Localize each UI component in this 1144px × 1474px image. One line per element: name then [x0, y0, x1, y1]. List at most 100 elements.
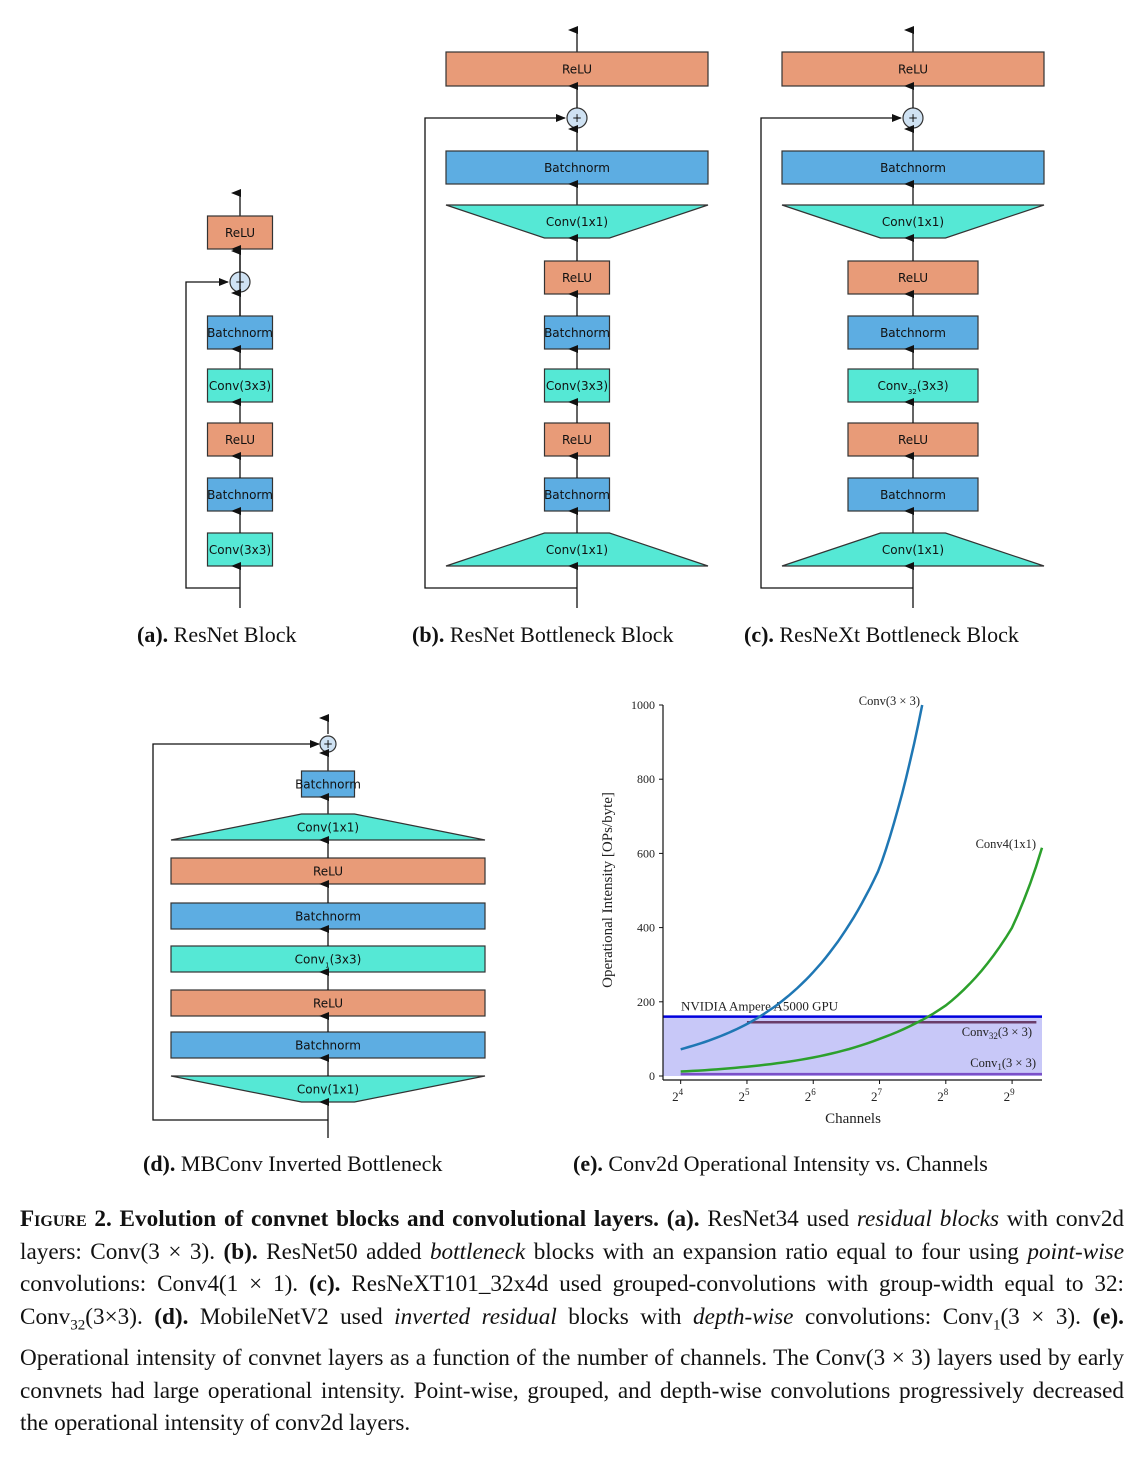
operational-intensity-chart: NVIDIA Ampere A5000 GPU 0 200 400 600 800 1000…: [600, 694, 1044, 1127]
caption-panel-ref: (d).: [154, 1303, 189, 1330]
conv-layer: [781, 532, 1045, 567]
layer-label: ReLU: [898, 63, 928, 77]
subcaption-d: (d). MBConv Inverted Bottleneck: [143, 1151, 442, 1177]
figure-diagrams: ReLU Batchnorm Conv(3x3) ReLU Batchnorm Conv(…: [152, 26, 1045, 1138]
layer-label: Conv1(3x3): [295, 953, 362, 970]
subcaption-e: (e). Conv2d Operational Intensity vs. Ch…: [573, 1151, 988, 1177]
caption-text: (3×3).: [85, 1303, 155, 1330]
layer-label: ReLU: [225, 433, 255, 447]
skip-connection: [185, 278, 240, 589]
layer-label: Batchnorm: [295, 778, 361, 792]
layer-label: Batchnorm: [544, 326, 610, 340]
layer-label: ReLU: [313, 997, 343, 1011]
x-tick-label: 26: [805, 1087, 817, 1104]
layer-label: Conv(1x1): [882, 215, 944, 229]
relu-layer: [543, 260, 611, 295]
plus-symbol: +: [323, 737, 333, 751]
x-axis-label: Channels: [825, 1111, 881, 1127]
y-tick-label: 1000: [631, 698, 655, 712]
conv-layer: [445, 204, 709, 239]
layer-label: Batchnorm: [207, 326, 273, 340]
layer-label: Batchnorm: [207, 488, 273, 502]
relu-layer: [847, 422, 979, 457]
series-conv4-1x1: [680, 847, 1044, 1073]
conv-layer: [170, 1075, 486, 1103]
layer-label: ReLU: [898, 271, 928, 285]
caption-panel-ref: (a).: [658, 1206, 700, 1232]
mbconv-diagram: + Batchnorm Conv(1x1) ReLU Batchnorm Conv1(3x…: [152, 714, 486, 1138]
conv-layer: [445, 532, 709, 567]
layer-label: Batchnorm: [880, 488, 946, 502]
figure-label: Figure 2.: [20, 1206, 112, 1232]
figure-caption: Figure 2. Evolution of convnet blocks an…: [20, 1203, 1124, 1440]
x-tick-label: 27: [871, 1087, 883, 1104]
layer-label: Batchnorm: [295, 910, 361, 924]
subcaption-tag: (d).: [143, 1151, 176, 1176]
batchnorm-layer: [300, 770, 356, 798]
layer-label: ReLU: [562, 433, 592, 447]
caption-text: ResNet50 added: [257, 1238, 430, 1265]
caption-text: blocks with an expansion ratio equal to …: [525, 1238, 1028, 1265]
subcaption-tag: (b).: [412, 622, 445, 647]
subcaption-text: ResNet Block: [168, 622, 297, 647]
caption-text: convolutions: Conv4(1 × 1).: [20, 1271, 309, 1298]
resnet-bottleneck-diagram: ReLU + Batchnorm Conv(1x1) ReLU Batchnorm Conv…: [424, 26, 709, 608]
layer-label: Conv32(3x3): [877, 379, 948, 396]
layer-label: Batchnorm: [880, 326, 946, 340]
batchnorm-layer: [847, 477, 979, 512]
layer-label: ReLU: [562, 63, 592, 77]
relu-layer: [170, 857, 486, 885]
caption-emphasis: depth-wise: [693, 1303, 794, 1330]
layer-label: Conv(1x1): [546, 543, 608, 557]
subcaption-c: (c). ResNeXt Bottleneck Block: [744, 622, 1019, 648]
series-label-conv1-3x3: Conv1(3 × 3): [970, 1056, 1036, 1072]
layer-label: ReLU: [562, 271, 592, 285]
batchnorm-layer: [445, 150, 709, 185]
layer-label: Batchnorm: [880, 161, 946, 175]
caption-emphasis: point-wise: [1027, 1238, 1124, 1265]
layer-label: Conv(1x1): [297, 1083, 359, 1097]
subcaption-tag: (c).: [744, 622, 774, 647]
layer-label: Conv(3x3): [209, 543, 271, 557]
gpu-roofline-band: [663, 1016, 1042, 1076]
caption-emphasis: bottleneck: [429, 1238, 526, 1265]
caption-text: 1: [992, 1317, 1001, 1334]
layer-label: ReLU: [898, 433, 928, 447]
caption-text: Operational intensity of convnet layers …: [20, 1345, 1124, 1437]
relu-layer: [543, 422, 611, 457]
layer-label: ReLU: [225, 226, 255, 240]
x-tick-label: 29: [1004, 1087, 1016, 1104]
series-label-conv-3x3: Conv(3 × 3): [859, 694, 920, 708]
caption-text: ResNet34 used: [699, 1206, 857, 1232]
conv-layer: [206, 532, 274, 567]
y-tick-label: 0: [649, 1069, 655, 1083]
x-tick-label: 28: [937, 1087, 949, 1104]
layer-label: Conv(1x1): [297, 821, 359, 835]
caption-text: MobileNetV2 used: [188, 1303, 395, 1330]
relu-layer: [781, 51, 1045, 87]
resnext-bottleneck-diagram: ReLU + Batchnorm Conv(1x1) ReLU Batchnorm Conv…: [760, 26, 1045, 608]
grouped-conv-layer: [847, 368, 979, 403]
caption-emphasis: residual blocks: [856, 1206, 999, 1232]
layer-label: ReLU: [313, 865, 343, 879]
batchnorm-layer: [206, 315, 274, 350]
series-label-conv32-3x3: Conv32(3 × 3): [962, 1025, 1032, 1041]
x-tick-label: 24: [672, 1087, 684, 1104]
layer-label: Batchnorm: [295, 1039, 361, 1053]
layer-label: Batchnorm: [544, 161, 610, 175]
caption-text: convolutions: Conv: [793, 1303, 993, 1330]
batchnorm-layer: [206, 477, 274, 512]
conv-layer: [543, 368, 611, 403]
caption-text: ResNeXT101_32x4d used grouped-convolutio…: [20, 1271, 1124, 1330]
depthwise-conv-layer: [170, 945, 486, 973]
skip-connection: [424, 114, 577, 589]
subcaption-text: Conv2d Operational Intensity vs. Channel…: [602, 1151, 988, 1176]
caption-text: (3 × 3).: [1000, 1303, 1093, 1330]
caption-text: 32: [70, 1317, 86, 1334]
subcaption-text: ResNeXt Bottleneck Block: [773, 622, 1019, 647]
batchnorm-layer: [543, 477, 611, 512]
subcaption-text: ResNet Bottleneck Block: [444, 622, 674, 647]
caption-text: with conv2d layers: Conv(3 × 3).: [20, 1206, 1125, 1265]
plus-symbol: +: [572, 111, 582, 125]
subcaption-a: (a). ResNet Block: [137, 622, 296, 648]
